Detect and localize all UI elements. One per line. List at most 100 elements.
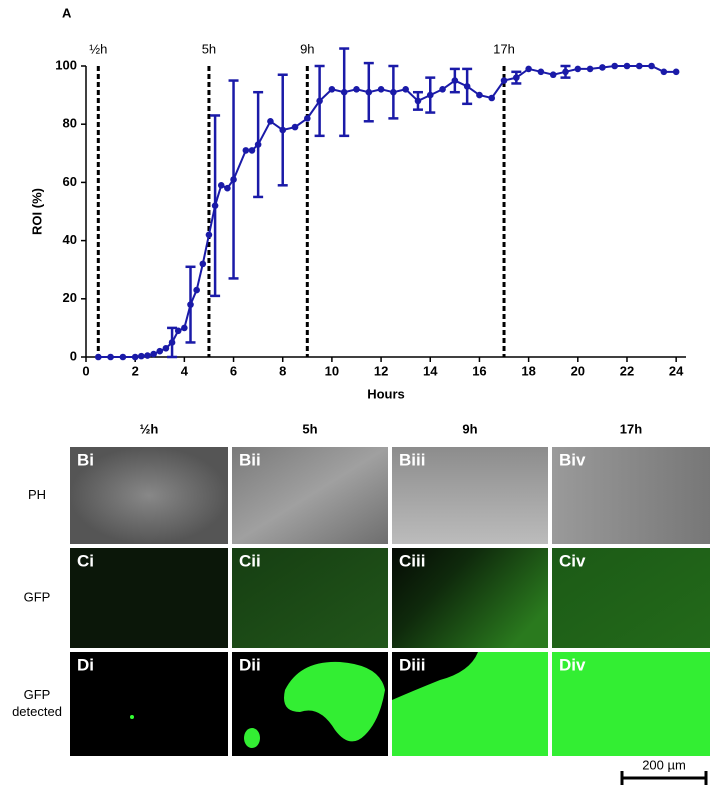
point <box>217 182 225 189</box>
point <box>187 301 194 308</box>
panel-label: A <box>62 5 72 20</box>
point <box>230 176 237 183</box>
panel-label: Dii <box>239 655 261 674</box>
panel-label: Civ <box>559 551 586 570</box>
point <box>131 353 139 361</box>
panel-label: Biii <box>399 450 425 469</box>
series-line <box>98 65 677 358</box>
point <box>439 85 446 93</box>
x-tick-label: 18 <box>521 363 535 378</box>
y-tick-label: 0 <box>70 348 77 363</box>
point <box>150 350 157 358</box>
point <box>199 260 207 268</box>
panel-label: Ciii <box>399 551 425 570</box>
point <box>144 352 151 359</box>
marker-label: 9h <box>300 41 314 56</box>
point <box>414 97 422 105</box>
y-tick-label: 40 <box>63 232 77 247</box>
image <box>70 447 228 544</box>
row-label: GFP detected <box>12 687 62 719</box>
image <box>552 652 710 756</box>
y-tick-label: 100 <box>55 57 77 72</box>
point <box>537 68 545 76</box>
x-tick-label: 0 <box>82 363 89 378</box>
image <box>232 548 388 648</box>
y-axis-label: ROI (%) <box>29 188 44 235</box>
point <box>291 123 299 131</box>
point <box>463 83 471 90</box>
point <box>426 91 434 99</box>
point <box>316 97 323 105</box>
point <box>107 353 114 361</box>
point <box>156 347 164 355</box>
point <box>267 117 274 125</box>
image <box>552 548 710 648</box>
x-tick-label: 12 <box>374 363 388 378</box>
marker-label: 17h <box>493 41 515 56</box>
y-tick-label: 20 <box>63 290 77 305</box>
point <box>623 62 631 70</box>
point <box>562 68 569 76</box>
point <box>648 62 655 70</box>
point <box>193 286 200 294</box>
panel-label: Biv <box>559 450 586 469</box>
point <box>328 85 336 93</box>
dark-region <box>392 652 478 700</box>
panel-label: Ci <box>77 551 94 570</box>
point <box>574 65 582 73</box>
point <box>224 184 231 192</box>
x-axis-label: Hours <box>367 386 405 401</box>
x-tick-label: 8 <box>279 363 286 378</box>
point <box>340 88 348 96</box>
scale-label: 200 µm <box>642 757 686 772</box>
point <box>635 62 643 70</box>
image <box>392 447 548 544</box>
image-panels: 200 µm <box>70 447 710 785</box>
blob <box>284 661 385 742</box>
row-label: PH <box>28 487 46 502</box>
point <box>390 88 397 96</box>
panel-label: Bii <box>239 450 261 469</box>
point <box>365 88 373 96</box>
point <box>599 64 606 71</box>
blob <box>244 728 260 748</box>
panel-label: Diii <box>399 655 425 674</box>
marker-label: 5h <box>202 41 216 56</box>
point <box>402 85 409 93</box>
x-tick-label: 4 <box>181 363 189 378</box>
speck <box>130 715 134 719</box>
point <box>549 71 557 79</box>
panel-label: Di <box>77 655 94 674</box>
point <box>513 74 520 81</box>
point <box>211 202 219 209</box>
column-header: ½h <box>140 421 159 436</box>
point <box>353 85 360 93</box>
marker-label: ½h <box>89 41 107 56</box>
point <box>205 231 213 239</box>
x-tick-label: 10 <box>325 363 339 378</box>
point <box>660 68 668 76</box>
point <box>242 147 250 154</box>
panel-label: Div <box>559 655 586 674</box>
point <box>168 339 176 346</box>
x-tick-label: 20 <box>571 363 585 378</box>
point <box>488 94 496 102</box>
point <box>500 77 508 84</box>
row-label: GFP <box>24 589 51 604</box>
x-tick-label: 24 <box>669 363 684 378</box>
point <box>162 344 170 352</box>
point <box>525 65 532 73</box>
point <box>138 352 145 360</box>
panel-label: Cii <box>239 551 261 570</box>
y-tick-label: 80 <box>63 116 77 131</box>
point <box>254 141 262 148</box>
image <box>392 548 548 648</box>
point <box>119 353 127 361</box>
panel-label: Bi <box>77 450 94 469</box>
image <box>552 447 710 544</box>
point <box>586 65 594 73</box>
point <box>451 77 459 84</box>
y-tick-label: 60 <box>63 174 77 189</box>
x-tick-label: 16 <box>472 363 486 378</box>
